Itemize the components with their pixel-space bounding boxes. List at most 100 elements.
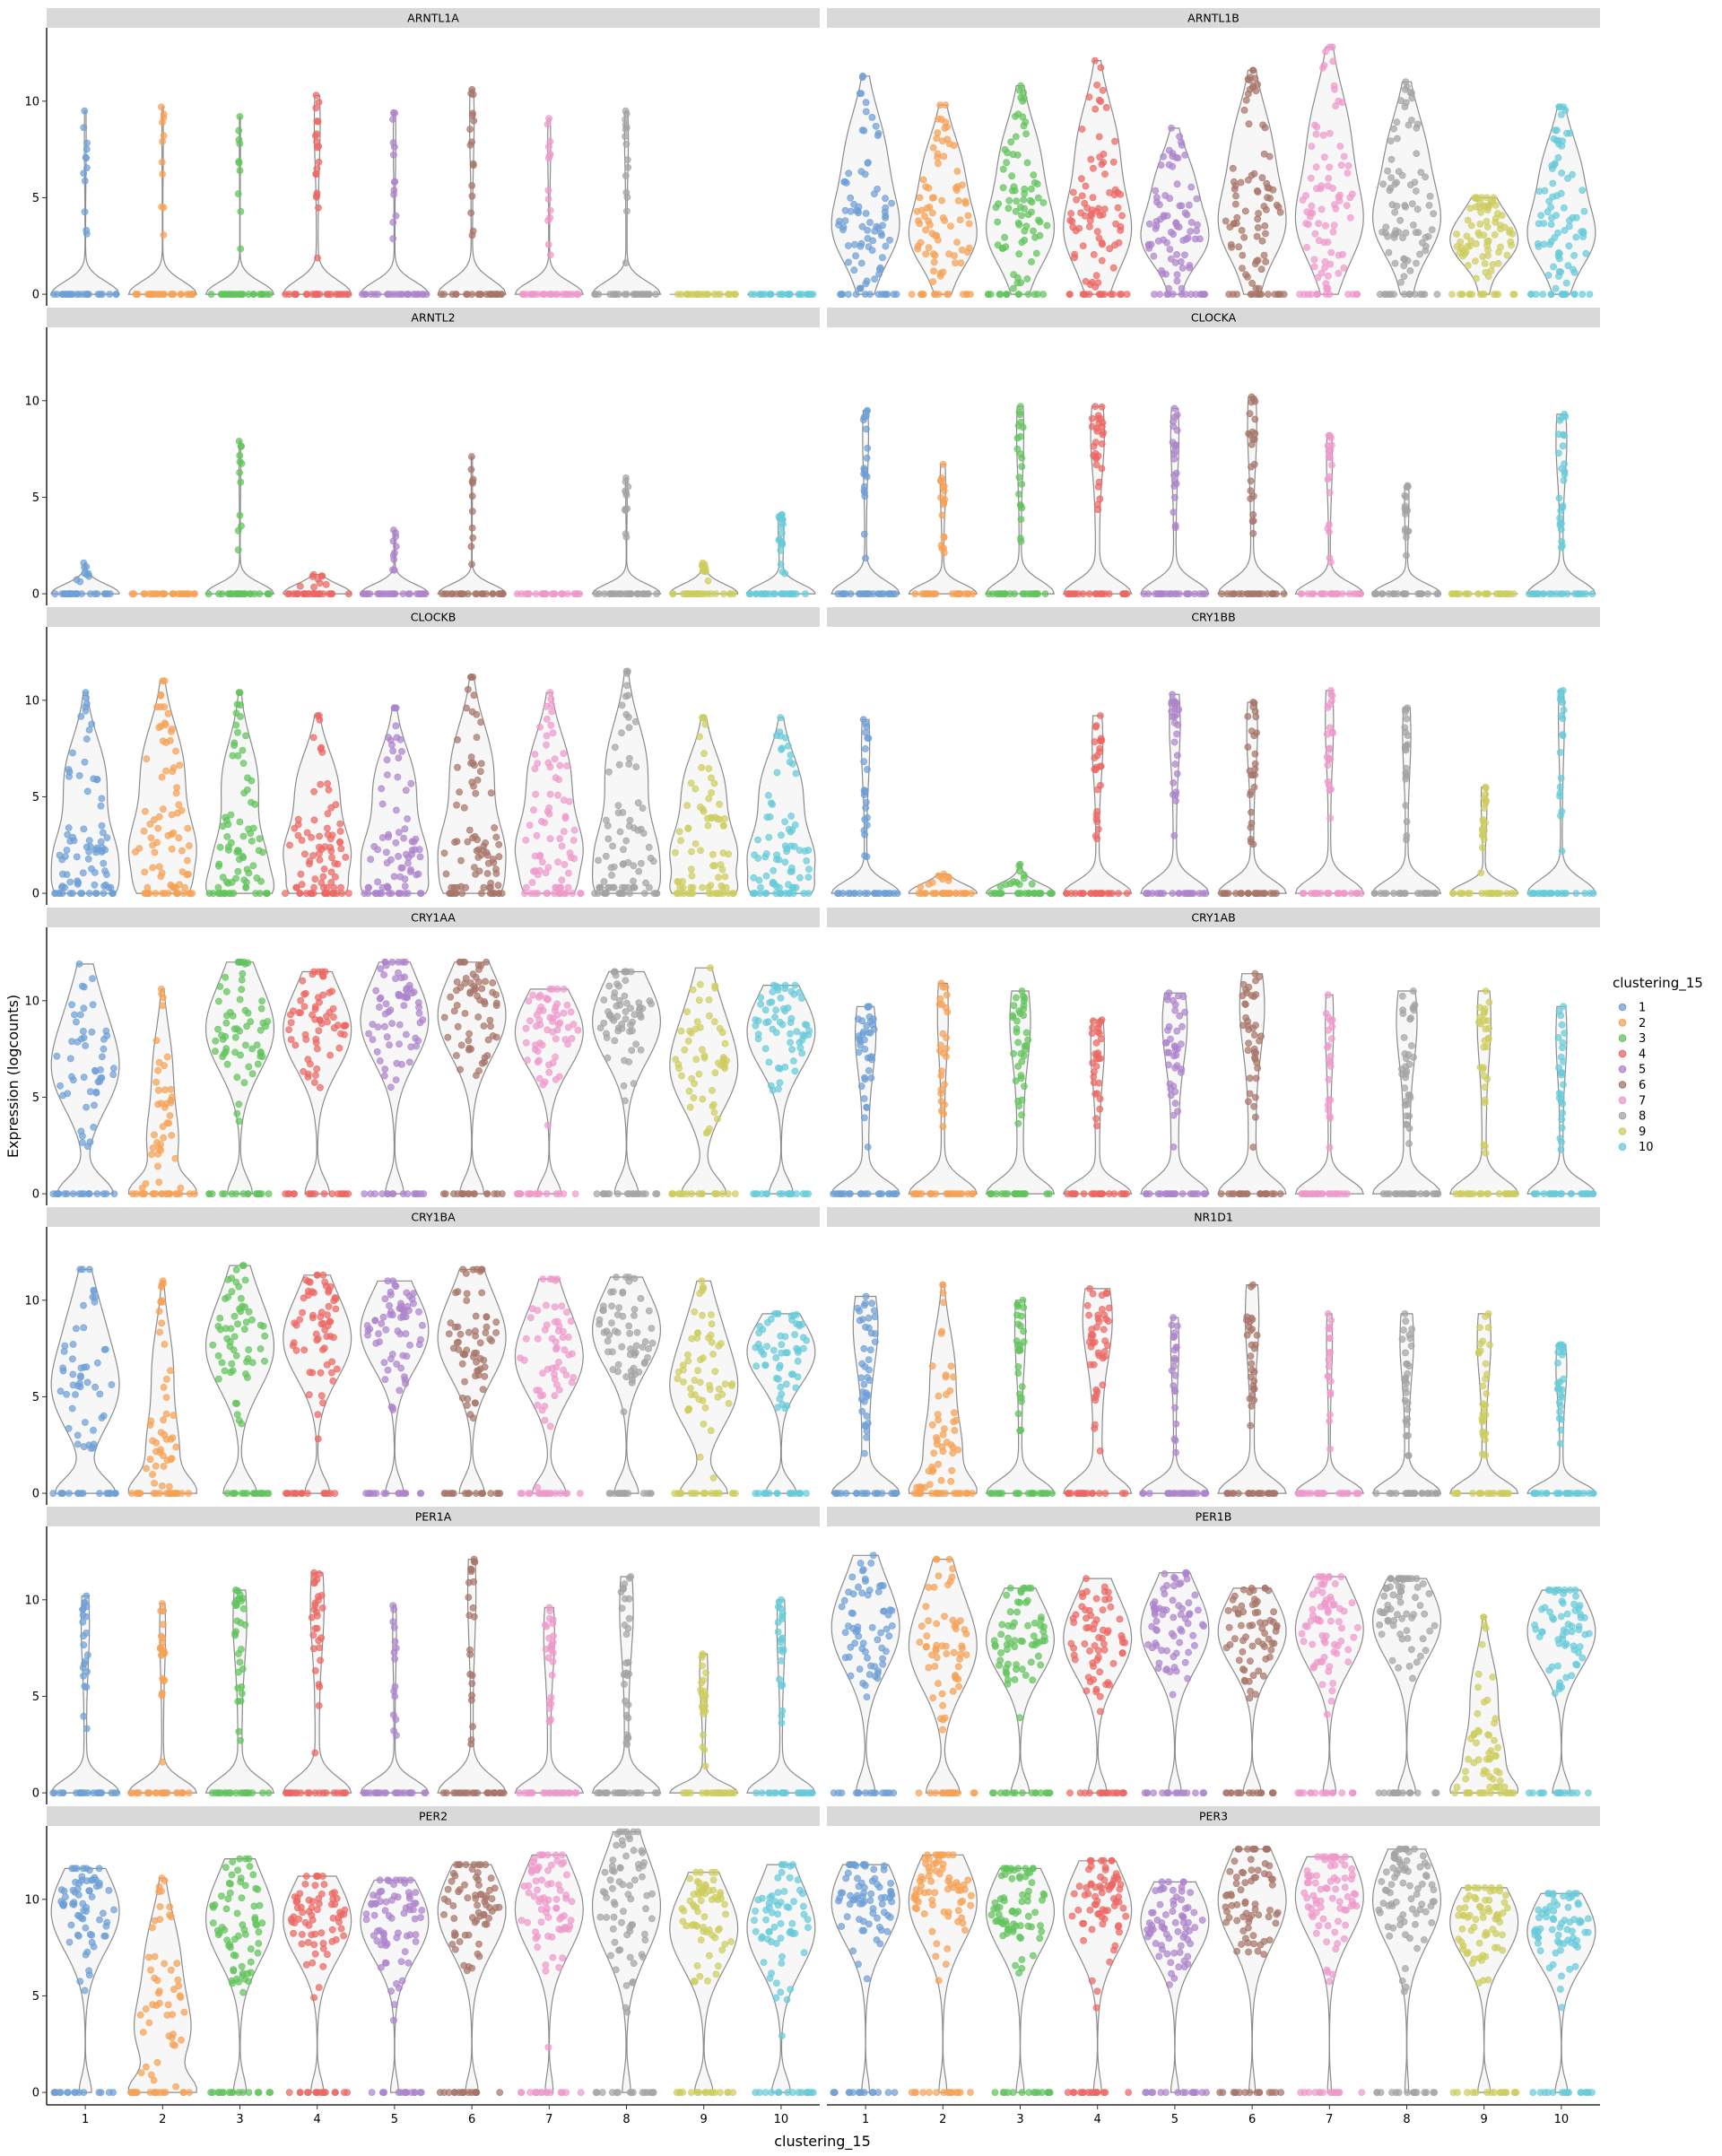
- data-point: [487, 884, 493, 891]
- data-point: [86, 726, 92, 733]
- data-point: [1326, 164, 1333, 170]
- data-point: [1099, 440, 1105, 447]
- data-point: [481, 1022, 487, 1029]
- data-point: [390, 140, 396, 146]
- data-point: [1429, 227, 1435, 233]
- data-point: [466, 827, 473, 833]
- data-point: [780, 1005, 787, 1012]
- data-point: [787, 1030, 793, 1037]
- data-point: [561, 1191, 567, 1197]
- panel-cry1ab: CRY1AB: [827, 908, 1600, 1197]
- data-point: [1021, 1013, 1027, 1019]
- panel-cry1bb: CRY1BB: [827, 607, 1600, 897]
- data-point: [1326, 432, 1332, 439]
- data-point: [1345, 162, 1352, 169]
- data-point: [633, 764, 639, 770]
- data-point: [1096, 97, 1102, 103]
- data-point: [415, 291, 422, 298]
- data-point: [1044, 1191, 1050, 1197]
- data-point: [146, 591, 152, 597]
- data-point: [333, 1306, 339, 1312]
- data-point: [1015, 220, 1022, 226]
- data-point: [635, 800, 641, 806]
- data-point: [1196, 236, 1203, 242]
- data-point: [862, 831, 868, 838]
- data-point: [1561, 227, 1568, 233]
- data-point: [1015, 1120, 1022, 1126]
- data-point: [320, 874, 326, 880]
- data-point: [1401, 1034, 1407, 1040]
- data-point: [240, 1191, 247, 1197]
- data-point: [784, 848, 790, 855]
- data-point: [1413, 187, 1419, 194]
- data-point: [942, 497, 948, 503]
- data-point: [89, 976, 95, 982]
- data-point: [517, 1191, 523, 1197]
- data-point: [1250, 493, 1257, 500]
- data-point: [317, 717, 323, 723]
- data-point: [866, 219, 873, 225]
- data-point: [170, 769, 176, 775]
- data-point: [609, 872, 615, 878]
- data-point: [1097, 891, 1103, 897]
- data-point: [336, 1045, 343, 1051]
- data-point: [159, 1191, 165, 1197]
- data-point: [488, 790, 494, 796]
- data-point: [1560, 443, 1566, 449]
- data-point: [791, 843, 797, 849]
- data-point: [1226, 291, 1232, 298]
- data-point: [488, 291, 494, 298]
- data-point: [1101, 206, 1108, 213]
- data-point: [160, 806, 166, 813]
- data-point: [538, 1004, 544, 1010]
- data-point: [701, 1053, 708, 1059]
- data-point: [1166, 285, 1172, 291]
- data-point: [697, 981, 703, 987]
- data-point: [544, 121, 551, 127]
- data-point: [1023, 223, 1030, 230]
- data-point: [1270, 187, 1276, 193]
- data-point: [1339, 100, 1345, 106]
- data-point: [1194, 196, 1200, 202]
- data-point: [83, 146, 90, 152]
- data-point: [1560, 504, 1566, 510]
- data-point: [1548, 291, 1554, 298]
- data-point: [1483, 195, 1490, 201]
- data-point: [1164, 994, 1170, 1000]
- data-point: [321, 891, 327, 897]
- data-point: [382, 1066, 388, 1073]
- data-point: [1300, 891, 1306, 897]
- data-point: [561, 829, 567, 835]
- data-point: [1162, 1039, 1169, 1046]
- data-point: [1162, 192, 1169, 198]
- data-point: [310, 852, 317, 858]
- data-point: [154, 591, 161, 597]
- data-point: [161, 1087, 168, 1093]
- data-point: [470, 971, 476, 978]
- data-point: [622, 693, 629, 700]
- data-point: [1405, 122, 1412, 128]
- data-point: [1466, 291, 1473, 298]
- data-point: [1305, 591, 1311, 597]
- data-point: [1383, 224, 1389, 230]
- data-point: [1486, 999, 1492, 1005]
- data-point: [246, 1346, 252, 1352]
- data-point: [212, 1048, 218, 1055]
- data-point: [96, 1491, 102, 1497]
- data-point: [622, 969, 629, 975]
- data-point: [546, 1069, 552, 1075]
- data-point: [923, 251, 929, 257]
- data-point: [1483, 591, 1490, 597]
- data-point: [874, 186, 881, 192]
- data-point: [604, 1055, 611, 1061]
- data-point: [225, 847, 231, 853]
- data-point: [1021, 875, 1027, 882]
- data-point: [451, 884, 457, 891]
- data-point: [1312, 230, 1318, 237]
- data-point: [1483, 785, 1489, 791]
- data-point: [1335, 252, 1342, 258]
- data-point: [1331, 83, 1337, 89]
- data-point: [1475, 591, 1482, 597]
- data-point: [1473, 240, 1479, 247]
